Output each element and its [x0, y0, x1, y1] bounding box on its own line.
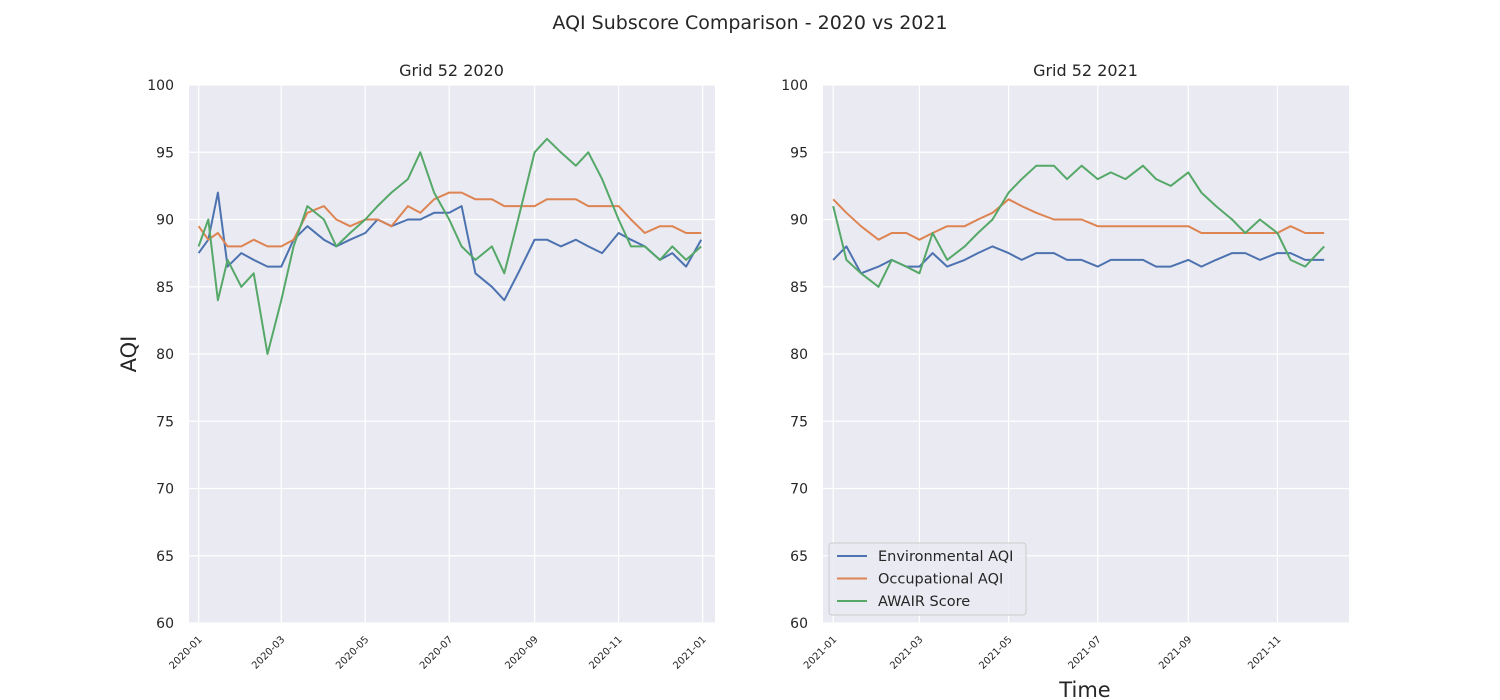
chart-panel-2020: Grid 52 2020 60 65 70 75 80 85 90 95 100 2020-01 2… — [147, 61, 715, 672]
x-tick-label: 2020-11 — [587, 634, 624, 671]
y-tick-label: 90 — [790, 213, 808, 229]
y-tick-label: 65 — [790, 549, 808, 565]
y-tick-label: 65 — [156, 549, 174, 565]
x-tick-label: 2020-07 — [418, 634, 455, 671]
y-tick-label: 95 — [156, 145, 174, 161]
x-tick-label: 2021-03 — [888, 634, 925, 671]
x-tick-label: 2020-03 — [250, 634, 287, 671]
x-tick-label: 2020-01 — [167, 634, 204, 671]
legend-label: Environmental AQI — [878, 549, 1013, 565]
y-tick-label: 100 — [781, 78, 808, 94]
y-tick-label: 90 — [156, 213, 174, 229]
y-tick-label: 60 — [156, 616, 174, 632]
series-line-awair-score — [197, 137, 702, 355]
panel-title-2020: Grid 52 2020 — [399, 61, 504, 80]
y-tick-label: 85 — [156, 280, 174, 296]
y-tick-label: 75 — [156, 414, 174, 430]
y-tick-label: 75 — [790, 414, 808, 430]
series-line-occupational-aqi — [832, 198, 1325, 241]
legend-label: AWAIR Score — [878, 594, 970, 610]
legend-label: Occupational AQI — [878, 572, 1003, 588]
y-tick-label: 80 — [790, 347, 808, 363]
x-tick-label: 2021-01 — [671, 634, 708, 671]
series-line-awair-score — [832, 164, 1325, 288]
y-tick-label: 80 — [156, 347, 174, 363]
panel-title-2021: Grid 52 2021 — [1033, 61, 1138, 80]
x-tick-label: 2021-05 — [977, 634, 1014, 671]
y-tick-label: 70 — [790, 482, 808, 498]
y-tick-label: 60 — [790, 616, 808, 632]
y-axis-label: AQI — [117, 336, 141, 373]
x-axis-label: Time — [1058, 678, 1110, 700]
x-tick-label: 2021-01 — [802, 634, 839, 671]
y-tick-label: 95 — [790, 145, 808, 161]
series-line-environmental-aqi — [832, 245, 1325, 275]
series-line-environmental-aqi — [197, 191, 703, 302]
y-tick-label: 100 — [147, 78, 174, 94]
legend: Environmental AQI Occupational AQI AWAIR S… — [828, 542, 1027, 616]
series-line-occupational-aqi — [197, 191, 702, 248]
legend-box — [828, 542, 1027, 616]
x-tick-label: 2021-11 — [1246, 634, 1283, 671]
x-tick-label: 2020-05 — [334, 634, 371, 671]
figure-title: AQI Subscore Comparison - 2020 vs 2021 — [552, 12, 947, 34]
y-tick-label: 70 — [156, 482, 174, 498]
y-tick-label: 85 — [790, 280, 808, 296]
x-tick-label: 2021-09 — [1157, 634, 1194, 671]
x-tick-label: 2020-09 — [503, 634, 540, 671]
chart-panel-2021: Grid 52 2021 60 65 70 75 80 85 90 95 100 2021-01 2… — [781, 61, 1349, 672]
x-tick-label: 2021-07 — [1066, 634, 1103, 671]
